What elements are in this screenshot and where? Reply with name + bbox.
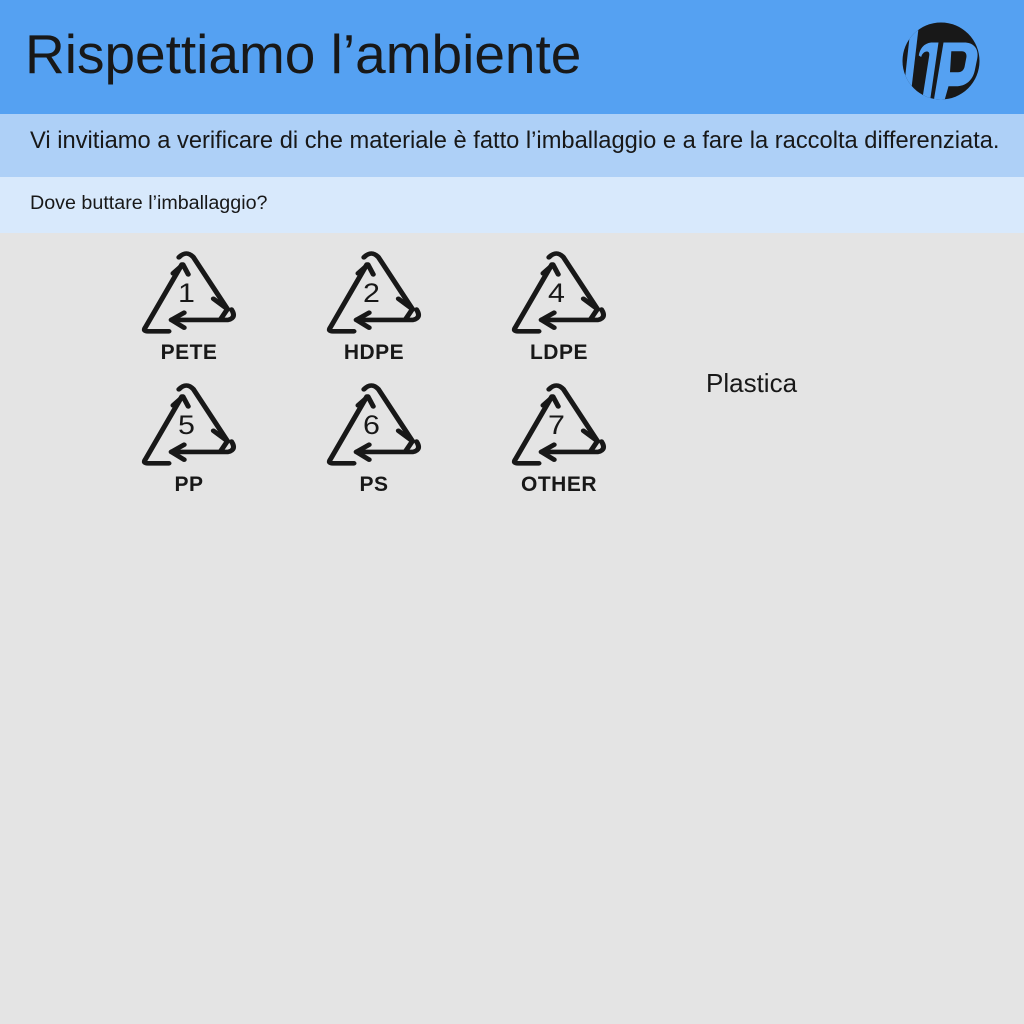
svg-text:5: 5: [178, 410, 195, 440]
svg-text:4: 4: [548, 278, 565, 308]
svg-text:6: 6: [363, 410, 380, 440]
svg-text:2: 2: [363, 278, 380, 308]
svg-text:7: 7: [548, 410, 565, 440]
svg-text:1: 1: [178, 278, 195, 308]
